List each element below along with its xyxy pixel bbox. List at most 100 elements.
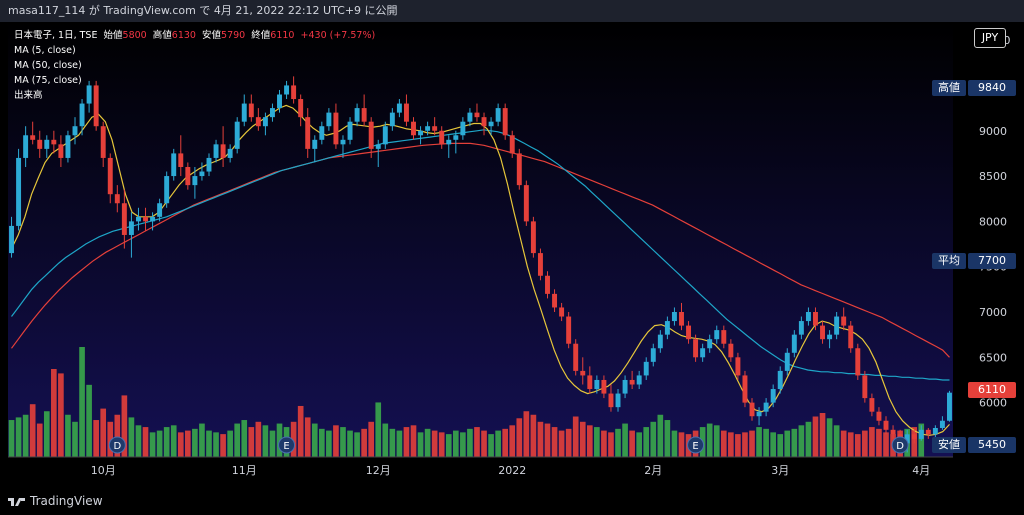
candle-body — [157, 203, 163, 217]
volume-bar — [163, 427, 170, 457]
candle-body — [890, 429, 896, 435]
legend-volume[interactable]: 出来高 — [14, 90, 43, 101]
candle-body — [784, 352, 790, 371]
volume-bar — [876, 428, 882, 457]
volume-bar — [777, 434, 784, 457]
legend-ma75[interactable]: MA (75, close) — [14, 75, 82, 86]
candle-body — [643, 361, 649, 376]
volume-bar — [431, 430, 438, 457]
last-price-tag: 6110 — [920, 382, 1016, 398]
volume-bar — [467, 428, 473, 457]
candle-body — [389, 112, 395, 127]
volume-bar — [107, 421, 114, 457]
candle-body — [594, 379, 600, 390]
candle-body — [93, 85, 99, 127]
event-marker-D — [891, 436, 909, 454]
x-tick-label: 12月 — [366, 464, 391, 477]
candle-body — [904, 434, 910, 444]
volume-bar — [544, 423, 551, 457]
candle-body — [636, 375, 642, 385]
candle-body — [354, 108, 360, 122]
candle-body — [30, 135, 36, 140]
candle-body — [728, 343, 734, 358]
candle-body — [192, 176, 198, 186]
volume-bar — [121, 395, 128, 457]
candle-body — [333, 112, 339, 145]
volume-bar — [220, 434, 226, 457]
candle-body — [403, 103, 409, 122]
low-price-tag: 安値 5450 — [920, 437, 1016, 453]
currency-button[interactable]: JPY — [974, 28, 1006, 48]
chart-area[interactable]: 1000095009000850080007500700065006000 D E… — [8, 22, 1016, 487]
volume-bar — [248, 427, 255, 457]
volume-bar — [234, 423, 241, 457]
candle-body — [827, 334, 833, 340]
low-tag-value: 5450 — [968, 437, 1016, 453]
volume-bar — [410, 425, 417, 457]
volume-bar — [784, 430, 791, 457]
price-chart-svg[interactable]: 1000095009000850080007500700065006000 D E… — [8, 22, 1016, 487]
volume-bar — [862, 430, 868, 457]
candle-body — [425, 126, 431, 131]
tradingview-logo[interactable]: TradingView — [8, 487, 103, 515]
legend-ohlc-row: 日本電子, 1日, TSE 始値5800 高値6130 安値5790 終値611… — [14, 28, 375, 43]
candle-body — [756, 411, 762, 417]
high-tag-label: 高値 — [932, 80, 966, 96]
volume-bar — [749, 430, 755, 457]
candle-body — [749, 402, 755, 417]
close-value: 6110 — [270, 30, 295, 41]
volume-bar — [509, 425, 516, 457]
volume-bar — [340, 427, 346, 457]
volume-bar — [854, 434, 861, 457]
event-marker-label: D — [896, 441, 904, 452]
volume-bar — [763, 428, 769, 457]
candle-body — [791, 334, 797, 353]
volume-bar — [29, 404, 36, 457]
candle-body — [869, 398, 875, 412]
volume-bar — [791, 428, 798, 457]
avg-tag-value: 7700 — [968, 253, 1016, 269]
event-marker-label: E — [283, 441, 289, 452]
candle-body — [460, 121, 466, 136]
candle-body — [523, 185, 529, 222]
volume-bar — [643, 427, 650, 457]
change-value: +430 (+7.57%) — [300, 30, 376, 41]
candle-body — [947, 392, 952, 421]
low-label: 安値 — [202, 30, 222, 41]
volume-bar — [58, 373, 64, 457]
avg-tag-label: 平均 — [932, 253, 966, 269]
candle-body — [530, 221, 536, 254]
candle-body — [552, 293, 558, 308]
volume-bars — [8, 347, 925, 457]
volume-bar — [326, 430, 332, 457]
last-tag-value: 6110 — [968, 382, 1016, 398]
volume-bar — [847, 432, 854, 457]
volume-bar — [805, 421, 812, 457]
legend-ma50[interactable]: MA (50, close) — [14, 60, 82, 71]
candle-body — [121, 203, 127, 235]
candle-body — [777, 370, 783, 390]
y-axis: 1000095009000850080007500700065006000 — [976, 34, 1011, 410]
candle-body — [580, 370, 586, 376]
candle-body — [79, 103, 85, 127]
candle-body — [495, 108, 501, 122]
candle-body — [798, 321, 804, 335]
candle-body — [834, 316, 840, 335]
candle-body — [932, 428, 938, 435]
volume-bar — [297, 405, 304, 457]
volume-bar — [636, 432, 642, 457]
candle-body — [805, 312, 811, 322]
candle-body — [340, 139, 346, 145]
candle-body — [481, 117, 487, 127]
volume-bar — [735, 434, 741, 457]
volume-bar — [135, 425, 142, 457]
candle-body — [220, 144, 226, 158]
x-tick-label: 2月 — [644, 464, 662, 477]
legend-ma5[interactable]: MA (5, close) — [14, 45, 76, 56]
candle-body — [622, 379, 628, 394]
event-marker-label: E — [692, 441, 698, 452]
volume-bar — [192, 428, 198, 457]
volume-bar — [460, 432, 466, 457]
legend-title: 日本電子, 1日, TSE — [14, 30, 98, 41]
volume-bar — [65, 414, 71, 457]
